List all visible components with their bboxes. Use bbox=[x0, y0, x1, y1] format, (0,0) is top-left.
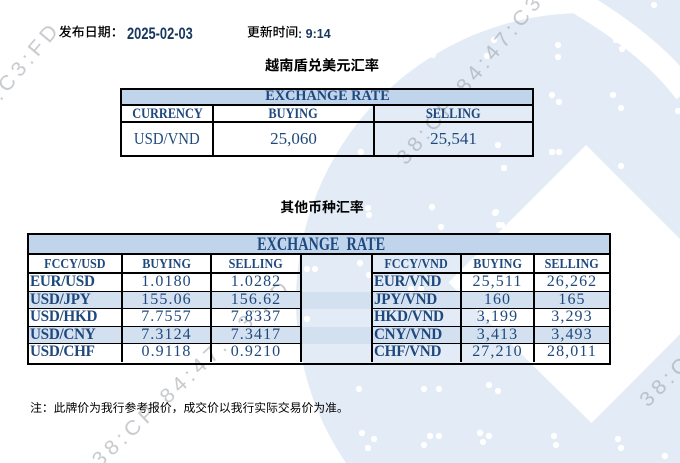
svg-text:38:CP:84:47:C3:FD: 38:CP:84:47:C3:FD bbox=[0, 16, 66, 234]
